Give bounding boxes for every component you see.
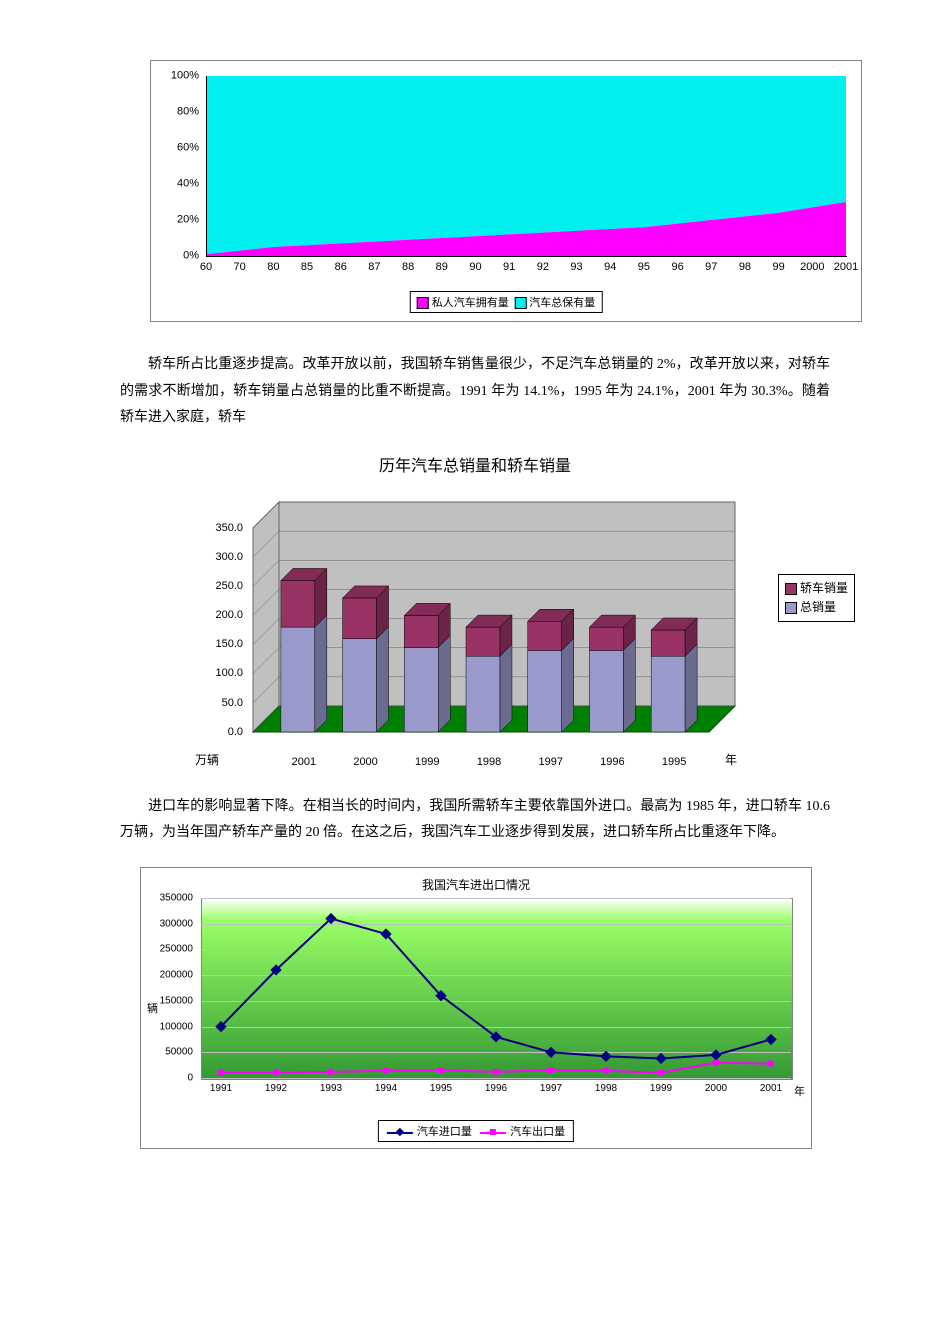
chart3-xtick-label: 1996 xyxy=(485,1083,507,1094)
chart2-ytick-label: 300.0 xyxy=(195,551,243,563)
document-page: 0% 20% 40% 60% 80% 100% 60 70 80 85 86 87 88 89 90 91 92… xyxy=(0,0,950,1219)
chart2-xtick-label: 1997 xyxy=(538,756,562,768)
chart1-xtick-label: 89 xyxy=(436,261,448,273)
chart1-ytick-label: 60% xyxy=(151,143,199,154)
chart2-xtick-label: 1995 xyxy=(662,756,686,768)
chart2-unit-left: 万辆 xyxy=(195,751,219,768)
chart2-ytick-label: 250.0 xyxy=(195,580,243,592)
chart2-xtick-label: 1996 xyxy=(600,756,624,768)
chart3-x-unit: 年 xyxy=(794,1083,805,1099)
chart3-ytick-label: 0 xyxy=(141,1072,193,1083)
chart1-xtick-label: 85 xyxy=(301,261,313,273)
paragraph-1-text: 轿车所占比重逐步提高。改革开放以前，我国轿车销售量很少，不足汽车总销量的 2%，… xyxy=(120,357,830,425)
chart3-legend: 汽车进口量 汽车出口量 xyxy=(378,1120,574,1142)
sales-bar-chart-legend: 轿车销量总销量 xyxy=(778,574,855,622)
chart1-xtick-label: 90 xyxy=(469,261,481,273)
chart2-ytick-label: 0.0 xyxy=(195,726,243,738)
chart1-ytick-label: 20% xyxy=(151,215,199,226)
chart1-legend: 私人汽车拥有量 汽车总保有量 xyxy=(410,291,603,313)
chart1-plot-area xyxy=(206,76,847,257)
chart3-xtick-label: 2001 xyxy=(760,1083,782,1094)
chart2-xtick-label: 1998 xyxy=(477,756,501,768)
chart1-xtick-label: 94 xyxy=(604,261,616,273)
chart2-unit-right: 年 xyxy=(725,751,737,768)
chart1-xtick-label: 97 xyxy=(705,261,717,273)
chart2-ytick-label: 200.0 xyxy=(195,609,243,621)
sales-bar-chart-block: 历年汽车总销量和轿车销量 0.0 50.0 100.0 150.0 200.0 250.0… xyxy=(120,452,830,764)
chart3-xtick-label: 1998 xyxy=(595,1083,617,1094)
chart3-ytick-label: 50000 xyxy=(141,1047,193,1058)
ownership-stacked-area-chart: 0% 20% 40% 60% 80% 100% 60 70 80 85 86 87 88 89 90 91 92… xyxy=(150,60,862,322)
chart3-xtick-label: 1995 xyxy=(430,1083,452,1094)
chart1-xtick-label: 70 xyxy=(234,261,246,273)
chart3-xtick-label: 1991 xyxy=(210,1083,232,1094)
chart3-ytick-label: 100000 xyxy=(141,1021,193,1032)
chart1-xtick-label: 2001 xyxy=(834,261,858,273)
sales-bar-chart-title: 历年汽车总销量和轿车销量 xyxy=(120,452,830,476)
chart3-yaxis-label: 辆 xyxy=(147,1000,158,1016)
chart3-ytick-label: 350000 xyxy=(141,892,193,903)
chart2-ytick-label: 150.0 xyxy=(195,638,243,650)
chart2-xtick-label: 2000 xyxy=(353,756,377,768)
paragraph-2-text: 进口车的影响显著下降。在相当长的时间内，我国所需轿车主要依靠国外进口。最高为 1… xyxy=(120,799,830,841)
chart2-ytick-label: 50.0 xyxy=(195,697,243,709)
chart1-xtick-label: 98 xyxy=(739,261,751,273)
chart3-gridline xyxy=(201,1078,791,1079)
chart3-title: 我国汽车进出口情况 xyxy=(422,876,530,893)
paragraph-2: 进口车的影响显著下降。在相当长的时间内，我国所需轿车主要依靠国外进口。最高为 1… xyxy=(120,794,830,847)
chart3-ytick-label: 300000 xyxy=(141,918,193,929)
chart3-ytick-label: 200000 xyxy=(141,970,193,981)
chart1-ytick-label: 100% xyxy=(151,71,199,82)
chart3-xtick-label: 1993 xyxy=(320,1083,342,1094)
chart3-ytick-label: 250000 xyxy=(141,944,193,955)
chart2-ytick-label: 350.0 xyxy=(195,522,243,534)
chart1-xtick-label: 96 xyxy=(671,261,683,273)
chart2-ytick-label: 100.0 xyxy=(195,667,243,679)
chart3-xtick-label: 1992 xyxy=(265,1083,287,1094)
chart1-xtick-label: 99 xyxy=(773,261,785,273)
chart1-xtick-label: 60 xyxy=(200,261,212,273)
chart1-xtick-label: 91 xyxy=(503,261,515,273)
paragraph-1: 轿车所占比重逐步提高。改革开放以前，我国轿车销售量很少，不足汽车总销量的 2%，… xyxy=(120,352,830,432)
chart1-ytick-label: 80% xyxy=(151,107,199,118)
chart3-xtick-label: 1994 xyxy=(375,1083,397,1094)
chart1-xtick-label: 95 xyxy=(638,261,650,273)
chart1-ytick-label: 40% xyxy=(151,179,199,190)
import-export-line-chart: 我国汽车进出口情况0500001000001500002000002500003… xyxy=(140,867,812,1149)
chart3-xtick-label: 1997 xyxy=(540,1083,562,1094)
chart1-xtick-label: 2000 xyxy=(800,261,824,273)
chart1-xtick-label: 88 xyxy=(402,261,414,273)
chart1-xtick-label: 92 xyxy=(537,261,549,273)
chart3-xtick-label: 1999 xyxy=(650,1083,672,1094)
chart2-xtick-label: 1999 xyxy=(415,756,439,768)
chart1-xtick-label: 93 xyxy=(570,261,582,273)
chart3-xtick-label: 2000 xyxy=(705,1083,727,1094)
chart2-xtick-label: 2001 xyxy=(292,756,316,768)
chart1-ytick-label: 0% xyxy=(151,251,199,262)
chart1-xtick-label: 87 xyxy=(368,261,380,273)
chart1-xtick-label: 80 xyxy=(267,261,279,273)
chart1-xtick-label: 86 xyxy=(335,261,347,273)
sales-bar-chart: 0.050.0100.0150.0200.0250.0300.0350.0200… xyxy=(195,484,755,764)
